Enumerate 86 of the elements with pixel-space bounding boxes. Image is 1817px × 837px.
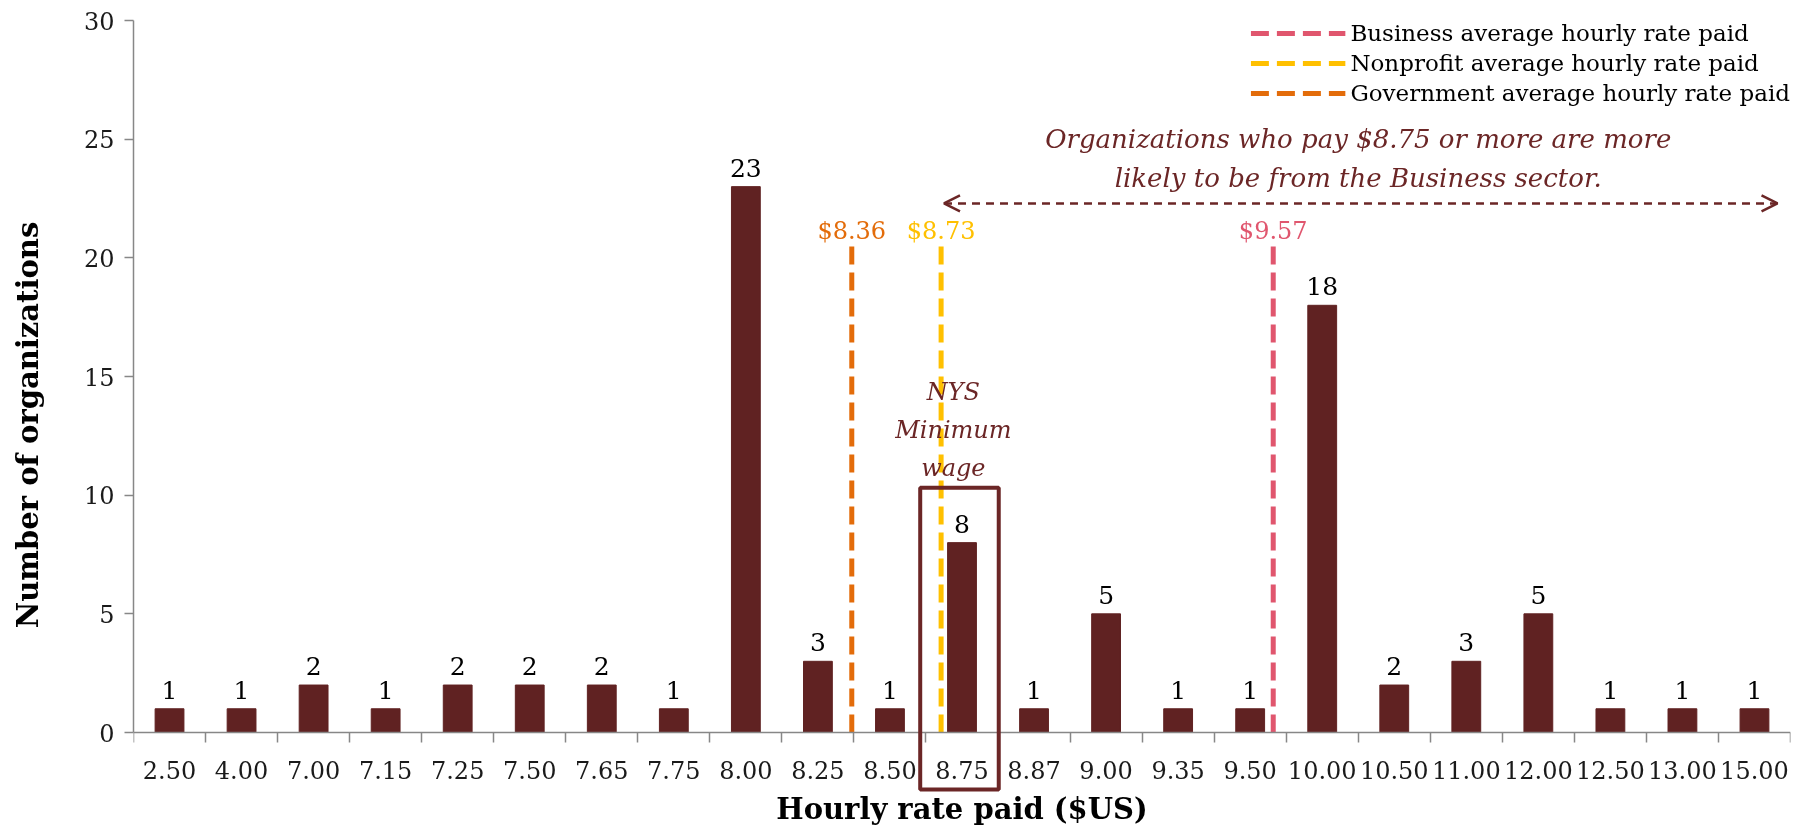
x-tick-label: 2.50 bbox=[142, 756, 197, 785]
bar bbox=[1235, 708, 1266, 733]
data-label: 23 bbox=[729, 153, 762, 183]
bar bbox=[1307, 304, 1338, 733]
x-tick-label: 7.65 bbox=[575, 756, 629, 785]
bar bbox=[1379, 684, 1410, 733]
bar bbox=[298, 684, 329, 733]
y-tick-label: 25 bbox=[83, 126, 115, 155]
data-label: 3 bbox=[1458, 628, 1475, 658]
y-tick-label: 0 bbox=[99, 719, 115, 748]
data-label: 18 bbox=[1306, 272, 1339, 302]
data-label: 1 bbox=[1746, 675, 1763, 705]
annotation: $9.57 bbox=[1238, 217, 1308, 246]
x-tick-label: 7.00 bbox=[286, 756, 341, 785]
y-tick-label: 5 bbox=[99, 600, 115, 629]
bar bbox=[947, 542, 977, 733]
y-axis-title: Number of organizations bbox=[10, 221, 45, 629]
bar bbox=[1667, 708, 1698, 733]
x-tick-label: 13.00 bbox=[1648, 756, 1717, 785]
x-tick-label: 8.00 bbox=[719, 756, 773, 785]
annotation: $8.36 bbox=[817, 217, 887, 246]
x-tick-label: 8.25 bbox=[791, 756, 845, 785]
bar bbox=[514, 684, 545, 733]
annotation: Nonprofit average hourly rate paid bbox=[1350, 50, 1759, 76]
data-label: 2 bbox=[521, 652, 538, 682]
bar bbox=[1595, 708, 1626, 733]
x-tick-label: 7.25 bbox=[430, 756, 485, 785]
data-label: 5 bbox=[1098, 580, 1115, 610]
annotation: $8.73 bbox=[906, 217, 976, 246]
data-label: 1 bbox=[1602, 675, 1619, 705]
bar bbox=[1451, 660, 1482, 733]
y-tick-label: 30 bbox=[83, 7, 115, 36]
data-label: 5 bbox=[1530, 580, 1547, 610]
data-label: 1 bbox=[1026, 675, 1042, 705]
annotation: Organizations who pay $8.75 or more are more likely to be from the Business sector. bbox=[1045, 124, 1672, 194]
data-label: 1 bbox=[665, 675, 682, 705]
data-label: 1 bbox=[1242, 675, 1259, 705]
bar bbox=[1163, 708, 1194, 733]
bar bbox=[1739, 708, 1770, 733]
bar bbox=[875, 708, 905, 733]
x-tick-label: 9.00 bbox=[1079, 756, 1133, 785]
annotation: Government average hourly rate paid bbox=[1350, 80, 1790, 106]
data-label: 1 bbox=[1170, 675, 1187, 705]
data-label: 1 bbox=[233, 675, 250, 705]
x-tick-label: 8.87 bbox=[1007, 756, 1061, 785]
data-label: 2 bbox=[305, 652, 322, 682]
y-tick-label: 20 bbox=[83, 244, 115, 273]
bar bbox=[226, 708, 257, 733]
bar bbox=[1019, 708, 1049, 733]
data-label: 8 bbox=[954, 509, 970, 539]
data-label: 2 bbox=[1386, 652, 1403, 682]
bar bbox=[1091, 613, 1121, 733]
x-tick-label: 9.35 bbox=[1151, 756, 1205, 785]
data-label: 1 bbox=[882, 675, 898, 705]
annotation: NYS Minimum wage bbox=[894, 378, 1012, 482]
x-tick-label: 12.50 bbox=[1576, 756, 1645, 785]
x-tick-label: 15.00 bbox=[1720, 756, 1789, 785]
x-tick-label: 7.15 bbox=[358, 756, 413, 785]
bar bbox=[803, 660, 833, 733]
bar bbox=[154, 708, 185, 733]
x-tick-label: 7.75 bbox=[647, 756, 701, 785]
x-tick-label: 12.00 bbox=[1503, 756, 1573, 785]
x-tick-label: 10.50 bbox=[1359, 756, 1429, 785]
data-label: 1 bbox=[1674, 675, 1691, 705]
annotation: Business average hourly rate paid bbox=[1350, 20, 1749, 46]
x-tick-label: 11.00 bbox=[1431, 756, 1501, 785]
bar bbox=[658, 708, 689, 733]
bar bbox=[586, 684, 617, 733]
x-tick-label: 7.50 bbox=[503, 756, 557, 785]
data-label: 1 bbox=[377, 675, 394, 705]
data-label: 3 bbox=[809, 628, 826, 658]
bar bbox=[1523, 613, 1554, 733]
x-tick-label: 9.50 bbox=[1223, 756, 1277, 785]
x-tick-label: 8.75 bbox=[935, 756, 989, 785]
bar bbox=[442, 684, 473, 733]
data-label: 2 bbox=[593, 652, 610, 682]
x-axis-title: Hourly rate paid ($US) bbox=[776, 791, 1148, 826]
x-tick-label: 10.00 bbox=[1287, 756, 1357, 785]
bar bbox=[370, 708, 401, 733]
y-tick-label: 10 bbox=[83, 482, 115, 511]
x-tick-label: 8.50 bbox=[863, 756, 917, 785]
data-label: 2 bbox=[449, 652, 466, 682]
data-label: 1 bbox=[161, 675, 178, 705]
y-tick-label: 15 bbox=[83, 363, 115, 392]
x-tick-label: 4.00 bbox=[214, 756, 269, 785]
bar bbox=[730, 186, 761, 733]
